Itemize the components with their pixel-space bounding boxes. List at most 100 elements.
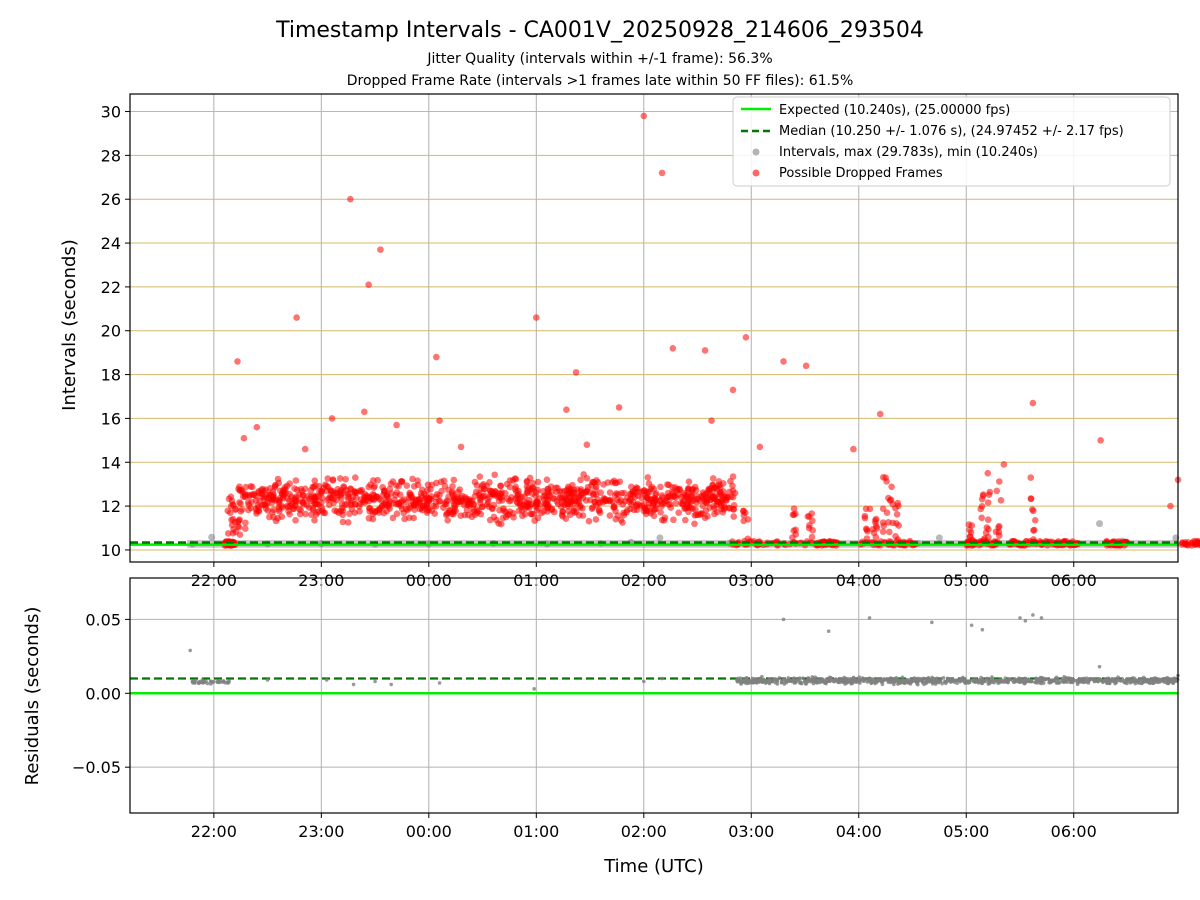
- dropped-frame-cluster-point: [225, 495, 233, 503]
- dropped-frame-cluster-point: [523, 489, 531, 497]
- dropped-frame-cluster-point: [652, 490, 660, 497]
- residual-cluster-point: [1068, 680, 1073, 685]
- dropped-frame-cluster-point: [450, 510, 457, 518]
- residual-cluster-point: [930, 675, 934, 680]
- dropped-frame-cluster-point: [565, 507, 573, 515]
- dropped-frame-cluster-point: [476, 473, 484, 480]
- dropped-frame-spike-point: [893, 511, 901, 518]
- dropped-frame-cluster-point: [727, 493, 735, 501]
- x-tick-label: 05:00: [943, 822, 989, 841]
- dropped-frame-point: [234, 358, 241, 365]
- dropped-frame-cluster-point: [657, 509, 664, 516]
- dropped-frame-cluster-point: [532, 492, 539, 500]
- dropped-frame-cluster-point: [704, 512, 711, 520]
- residual-cluster-point: [848, 678, 852, 683]
- residual-cluster-point: [742, 677, 747, 682]
- dropped-frame-cluster-point: [647, 485, 655, 493]
- dropped-frame-cluster-point: [525, 484, 533, 492]
- dropped-frame-cluster-point: [472, 488, 480, 496]
- dropped-frame-point: [365, 281, 372, 289]
- dropped-frame-cluster-point: [658, 502, 665, 510]
- dropped-frame-cluster-point: [339, 518, 347, 526]
- dropped-frame-cluster-point: [592, 501, 600, 509]
- dropped-frame-point: [984, 469, 992, 477]
- residual-cluster-point: [779, 679, 784, 684]
- dropped-frame-point: [669, 344, 677, 352]
- intervals-y-ticks: 10 12 14 16 18 20 22 24 26 28 30: [101, 103, 130, 560]
- dropped-frame-cluster-point: [657, 483, 664, 491]
- dropped-frame-cluster-point: [356, 487, 364, 495]
- residual-cluster-point: [876, 678, 881, 682]
- dropped-frame-cluster-point: [264, 507, 272, 514]
- dropped-frame-cluster-point: [441, 482, 449, 490]
- dropped-frame-cluster-point: [344, 519, 352, 526]
- residuals-x-ticks: 22:00 23:00 00:00 01:00 02:00 03:00 04:00 05:00…: [191, 813, 1097, 841]
- dropped-frame-cluster-point: [468, 513, 476, 521]
- residual-cluster-point: [979, 679, 983, 683]
- residual-cluster-point: [783, 678, 787, 682]
- residual-point: [641, 679, 646, 684]
- dropped-frame-cluster-point: [280, 490, 288, 498]
- y-tick-label: 30: [101, 103, 121, 122]
- dropped-frame-cluster-point: [727, 477, 734, 485]
- dropped-frame-cluster-point: [638, 494, 646, 502]
- dropped-frame-cluster-point: [383, 493, 391, 500]
- dropped-frame-cluster-point: [274, 514, 281, 522]
- dropped-frame-spike-point: [885, 518, 892, 526]
- dropped-frame-point: [583, 441, 591, 449]
- dropped-frame-cluster-point: [587, 496, 594, 504]
- dropped-frame-spike-point: [966, 526, 973, 534]
- residual-point: [826, 629, 831, 634]
- residual-cluster-point: [913, 679, 918, 683]
- dropped-frame-cluster-point: [307, 486, 315, 494]
- residual-cluster-point: [788, 679, 792, 683]
- residual-cluster-point: [971, 679, 976, 684]
- intervals-panel: 10 12 14 16 18 20 22 24 26 28 30 22:00 23:00 00:00 01…: [59, 93, 1200, 590]
- dropped-frame-cluster-point: [389, 514, 397, 522]
- residual-cluster-point: [748, 680, 752, 685]
- dropped-frame-cluster-point: [544, 488, 552, 495]
- dropped-frame-cluster-point: [224, 530, 232, 537]
- dropped-frame-cluster-point: [324, 475, 332, 482]
- residual-point: [201, 681, 205, 685]
- dropped-frame-cluster-point: [506, 483, 514, 491]
- dropped-frame-cluster-point: [461, 511, 469, 519]
- dropped-frame-cluster-point: [696, 511, 704, 518]
- residual-point: [190, 679, 195, 684]
- residual-cluster-point: [936, 680, 941, 685]
- residual-point: [1018, 616, 1022, 620]
- dropped-frame-spike-point: [873, 524, 881, 532]
- dropped-frame-cluster-point: [548, 506, 556, 514]
- dropped-frame-cluster-point: [497, 520, 505, 528]
- dropped-frame-cluster-point: [583, 487, 591, 494]
- residual-cluster-point: [818, 679, 823, 683]
- dropped-frame-cluster-point: [393, 510, 401, 518]
- dropped-frame-point: [1097, 437, 1104, 444]
- residual-cluster-point: [1125, 679, 1129, 684]
- residual-cluster-point: [967, 680, 972, 685]
- dropped-frame-cluster-point: [418, 486, 426, 494]
- dropped-frame-point: [253, 423, 261, 431]
- residual-cluster-point: [803, 679, 807, 684]
- dropped-frame-cluster-point: [344, 490, 352, 498]
- y-tick-label: 16: [101, 409, 121, 428]
- dropped-frame-cluster-point: [569, 481, 576, 489]
- dropped-frame-cluster-point: [402, 505, 410, 513]
- x-tick-label: 02:00: [621, 822, 667, 841]
- dropped-frame-cluster-point: [661, 514, 669, 521]
- dropped-frame-spike-point: [861, 512, 869, 520]
- residual-cluster-point: [735, 678, 739, 683]
- dropped-frame-spike-point: [744, 516, 752, 523]
- dropped-frame-spike-point: [879, 505, 887, 512]
- dropped-frame-spike-point: [894, 499, 901, 507]
- dropped-frame-cluster-point: [486, 516, 494, 524]
- dropped-frame-point: [729, 386, 737, 394]
- residual-cluster-point: [756, 678, 760, 682]
- dropped-frame-cluster-point: [709, 475, 717, 482]
- dropped-frame-cluster-point: [336, 475, 344, 482]
- dropped-frame-cluster-point: [477, 510, 485, 518]
- dropped-frame-cluster-point: [608, 478, 616, 486]
- dropped-frame-cluster-point: [235, 523, 243, 531]
- dropped-frame-cluster-point: [242, 519, 249, 527]
- residual-cluster-point: [984, 676, 989, 681]
